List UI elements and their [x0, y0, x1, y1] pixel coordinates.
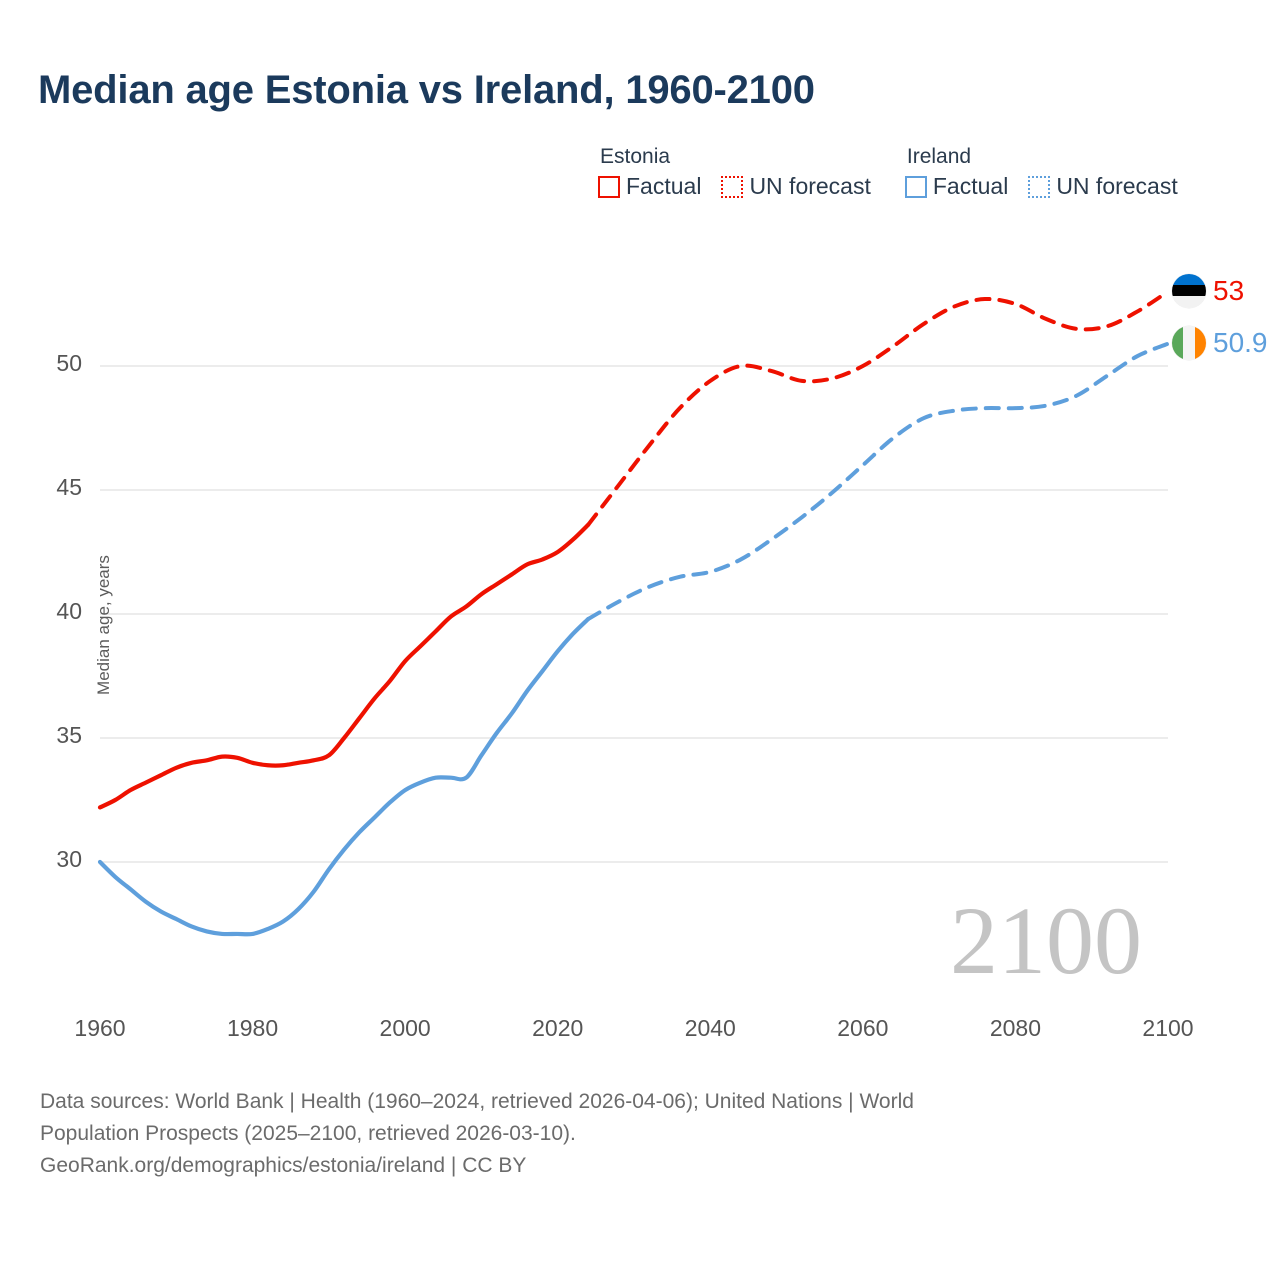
x-axis-tick-2000: 2000 — [379, 1015, 431, 1041]
x-axis-tick-2080: 2080 — [989, 1015, 1041, 1041]
x-axis-tick-2020: 2020 — [532, 1015, 584, 1041]
y-axis-tick-50: 50 — [56, 350, 82, 376]
x-axis-tick-1980: 1980 — [226, 1015, 279, 1041]
legend-label-ireland-factual: Factual — [932, 173, 1009, 200]
ireland-flag-icon — [1172, 325, 1206, 360]
legend-item-ireland-factual[interactable]: Factual — [904, 173, 1009, 200]
y-axis-tick-35: 35 — [56, 722, 82, 748]
legend-label-estonia-factual: Factual — [626, 173, 702, 200]
footer-notes: Data sources: World Bank | Health (1960–… — [40, 1086, 1200, 1182]
end-label-ireland: 50.9 — [1172, 325, 1268, 360]
legend-group-ireland: Ireland Factual UN forecast — [904, 144, 1178, 200]
chart-legend: Estonia Factual UN forecast Ireland Fact… — [598, 144, 1178, 200]
x-axis-tick-1960: 1960 — [74, 1015, 126, 1041]
end-label-value-estonia: 53 — [1213, 274, 1245, 306]
y-axis-tick-40: 40 — [56, 598, 82, 624]
series-line-estonia-un-forecast — [586, 289, 1170, 527]
x-axis-tick-2060: 2060 — [837, 1015, 889, 1041]
x-axis-tick-2100: 2100 — [1142, 1015, 1194, 1041]
end-label-estonia: 53 — [1172, 273, 1245, 308]
x-axis-tick-2040: 2040 — [684, 1015, 736, 1041]
series-line-estonia-factual — [97, 522, 591, 810]
y-axis-label: Median age, years — [94, 555, 113, 695]
legend-label-ireland-forecast: UN forecast — [1056, 173, 1178, 200]
legend-swatch-dotted-icon — [1028, 175, 1051, 198]
legend-group-estonia: Estonia Factual UN forecast — [598, 144, 871, 200]
footer-line-3: GeoRank.org/demographics/estonia/ireland… — [40, 1153, 527, 1177]
series-line-ireland-un-forecast — [586, 341, 1170, 621]
legend-item-ireland-forecast[interactable]: UN forecast — [1028, 173, 1178, 200]
footer-line-2: Population Prospects (2025–2100, retriev… — [40, 1121, 576, 1145]
end-label-value-ireland: 50.9 — [1213, 326, 1268, 358]
legend-country-estonia: Estonia — [600, 145, 671, 168]
legend-swatch-solid-icon — [904, 175, 927, 198]
legend-swatch-dotted-icon — [721, 175, 744, 198]
legend-item-estonia-factual[interactable]: Factual — [598, 173, 701, 200]
series-line-ireland-factual — [97, 616, 591, 937]
legend-label-estonia-forecast: UN forecast — [749, 173, 871, 200]
legend-swatch-solid-icon — [598, 175, 620, 198]
y-axis-tick-30: 30 — [56, 846, 82, 872]
y-axis-tick-45: 45 — [56, 474, 82, 500]
year-watermark: 2100 — [950, 887, 1142, 994]
estonia-flag-icon — [1172, 273, 1206, 308]
legend-item-estonia-forecast[interactable]: UN forecast — [721, 173, 871, 200]
gridlines — [100, 365, 1168, 863]
page-title: Median age Estonia vs Ireland, 1960-2100 — [38, 68, 815, 112]
legend-country-ireland: Ireland — [906, 145, 972, 168]
footer-line-1: Data sources: World Bank | Health (1960–… — [40, 1090, 914, 1113]
series-lines — [97, 289, 1170, 937]
